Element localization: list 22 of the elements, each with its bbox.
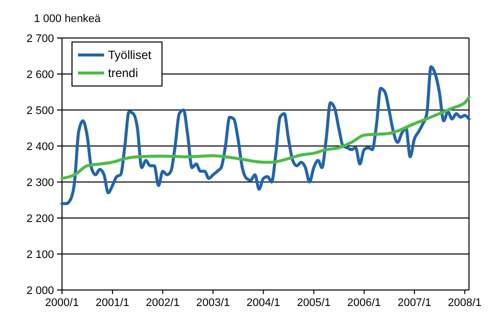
y-tick-label: 2 600 — [26, 68, 54, 81]
line-series — [60, 96, 470, 180]
y-tick-label: 2 300 — [26, 176, 54, 189]
line-series — [60, 65, 470, 206]
x-tick-label: 2006/1 — [347, 297, 381, 309]
x-tick-label: 2001/1 — [96, 297, 130, 309]
y-tick-label: 2 200 — [26, 212, 54, 225]
x-tick-label: 2000/1 — [45, 297, 79, 309]
x-tick-label: 2003/1 — [196, 297, 230, 309]
legend-label: trendi — [108, 66, 138, 80]
x-tick-label: 2007/1 — [398, 297, 432, 309]
y-tick-label: 2 000 — [26, 284, 54, 297]
y-tick-label: 2 500 — [26, 104, 54, 117]
y-tick-label: 2 100 — [26, 248, 54, 261]
y-tick-label: 2 700 — [26, 32, 54, 45]
x-tick-label: 2004/1 — [246, 297, 280, 309]
x-tick-label: 2002/1 — [146, 297, 180, 309]
x-tick-label: 2008/1 — [448, 297, 482, 309]
y-tick-label: 2 400 — [26, 140, 54, 153]
legend-label: Työlliset — [108, 48, 152, 62]
x-tick-label: 2005/1 — [296, 297, 331, 309]
y-axis-title: 1 000 henkeä — [34, 13, 102, 25]
